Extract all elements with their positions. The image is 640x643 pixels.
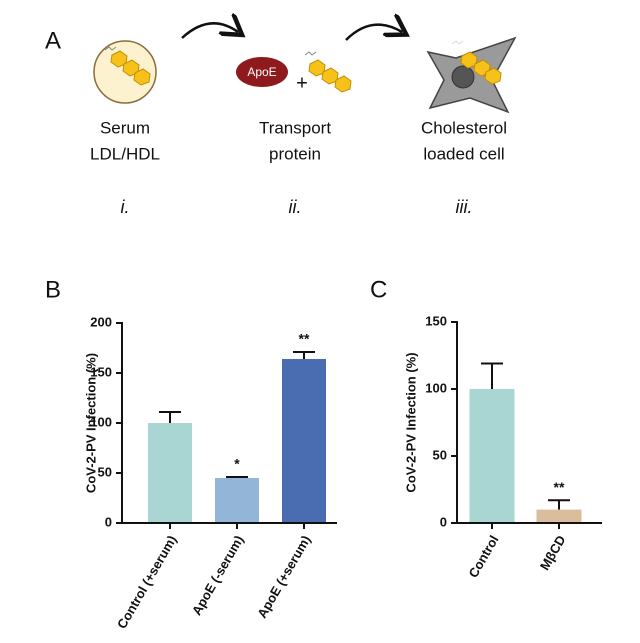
bar [282,359,326,523]
bar [469,389,515,523]
y-tick-label: 0 [440,514,447,529]
y-tick-label: 100 [90,414,112,429]
significance-marker: * [234,456,240,472]
y-tick-label: 200 [90,314,112,329]
y-tick-label: 150 [425,313,447,328]
y-tick-label: 0 [105,514,112,529]
significance-marker: ** [554,479,565,495]
y-tick-label: 50 [98,464,112,479]
x-tick-label: ApoE (-serum) [189,533,247,618]
step-numeral: iii. [456,197,473,217]
serum-particle [93,40,157,104]
step-captions: Serum LDL/HDL i. Transport protein ii. C… [90,118,507,216]
caption: loaded cell [423,144,504,163]
step-numeral: ii. [289,197,302,217]
caption: Transport [259,118,331,137]
caption: Serum [100,118,150,137]
y-tick-label: 150 [90,364,112,379]
arrow [181,23,238,39]
arrow [345,25,402,41]
x-tick-label: ApoE (+serum) [254,533,313,621]
plus-sign: + [296,72,308,94]
x-tick-label: Control (+serum) [114,533,180,632]
x-tick-label: Control [465,533,501,581]
y-axis-label: CoV-2-PV Infection (%) [83,353,98,493]
y-tick-label: 50 [433,447,447,462]
bar [536,509,582,523]
panel-label: B [45,276,61,303]
panel-label: A [45,27,61,54]
caption: Cholesterol [421,118,507,137]
significance-marker: ** [299,331,310,347]
x-tick-label: MβCD [537,533,569,573]
panel-label: C [370,276,387,303]
caption: LDL/HDL [90,144,160,163]
apoe-label: ApoE [247,65,276,79]
cell [426,36,517,114]
bar [148,423,192,523]
bar [215,478,259,523]
caption: protein [269,144,321,163]
step-numeral: i. [121,197,130,217]
transport-protein: ApoE + [236,51,352,94]
y-axis-label: CoV-2-PV Infection (%) [403,352,418,492]
y-tick-label: 100 [425,380,447,395]
